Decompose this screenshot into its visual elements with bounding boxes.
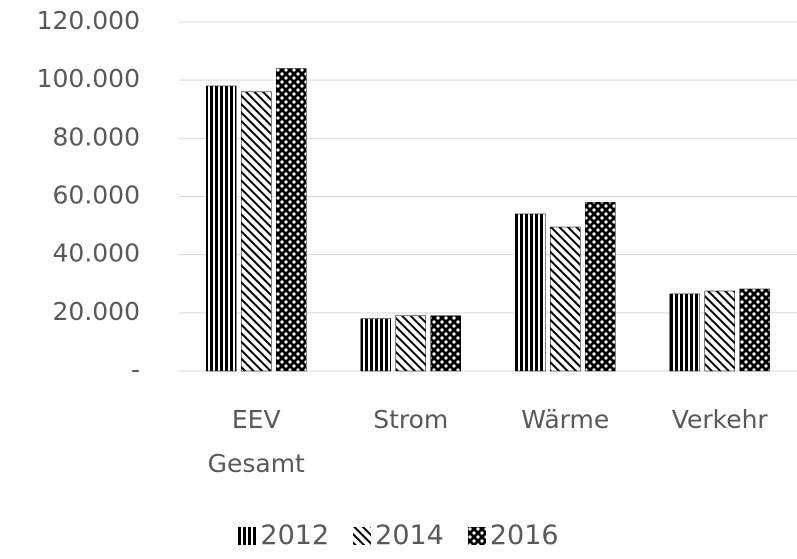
bar <box>704 290 735 372</box>
legend-label: 2016 <box>489 520 559 551</box>
legend-item: 2012 <box>238 520 329 551</box>
y-tick-label: 20.000 <box>53 297 140 326</box>
legend: 2012 2014 2016 <box>0 520 797 551</box>
bar <box>669 293 700 372</box>
bar <box>241 91 272 372</box>
legend-label: 2012 <box>260 520 330 551</box>
bar <box>360 318 391 372</box>
legend-swatch <box>238 526 257 545</box>
swatch <box>353 526 372 545</box>
legend-swatch <box>467 526 486 545</box>
bar <box>515 213 546 372</box>
y-tick-label: 80.000 <box>53 122 140 151</box>
x-tick-label: EEV Gesamt <box>207 405 305 478</box>
y-tick-label: 60.000 <box>53 181 140 210</box>
legend-label: 2014 <box>375 520 444 551</box>
bar <box>395 315 426 372</box>
legend-item: 2014 <box>353 520 444 551</box>
x-tick-label: Verkehr <box>671 405 768 434</box>
swatch <box>467 526 486 545</box>
y-tick-label: 120.000 <box>37 6 140 35</box>
y-tick-label: 40.000 <box>53 239 140 268</box>
swatch <box>238 526 257 545</box>
y-tick-label: - <box>131 355 140 384</box>
y-tick-label: 100.000 <box>37 64 140 93</box>
bar <box>430 315 461 372</box>
bar <box>276 68 307 372</box>
legend-item: 2016 <box>467 520 559 551</box>
bar <box>550 226 581 372</box>
bar <box>739 288 770 372</box>
x-tick-label: Strom <box>373 405 449 434</box>
legend-swatch <box>353 526 372 545</box>
bar <box>206 85 237 372</box>
x-tick-label: Wärme <box>521 405 610 434</box>
bar <box>585 202 616 372</box>
